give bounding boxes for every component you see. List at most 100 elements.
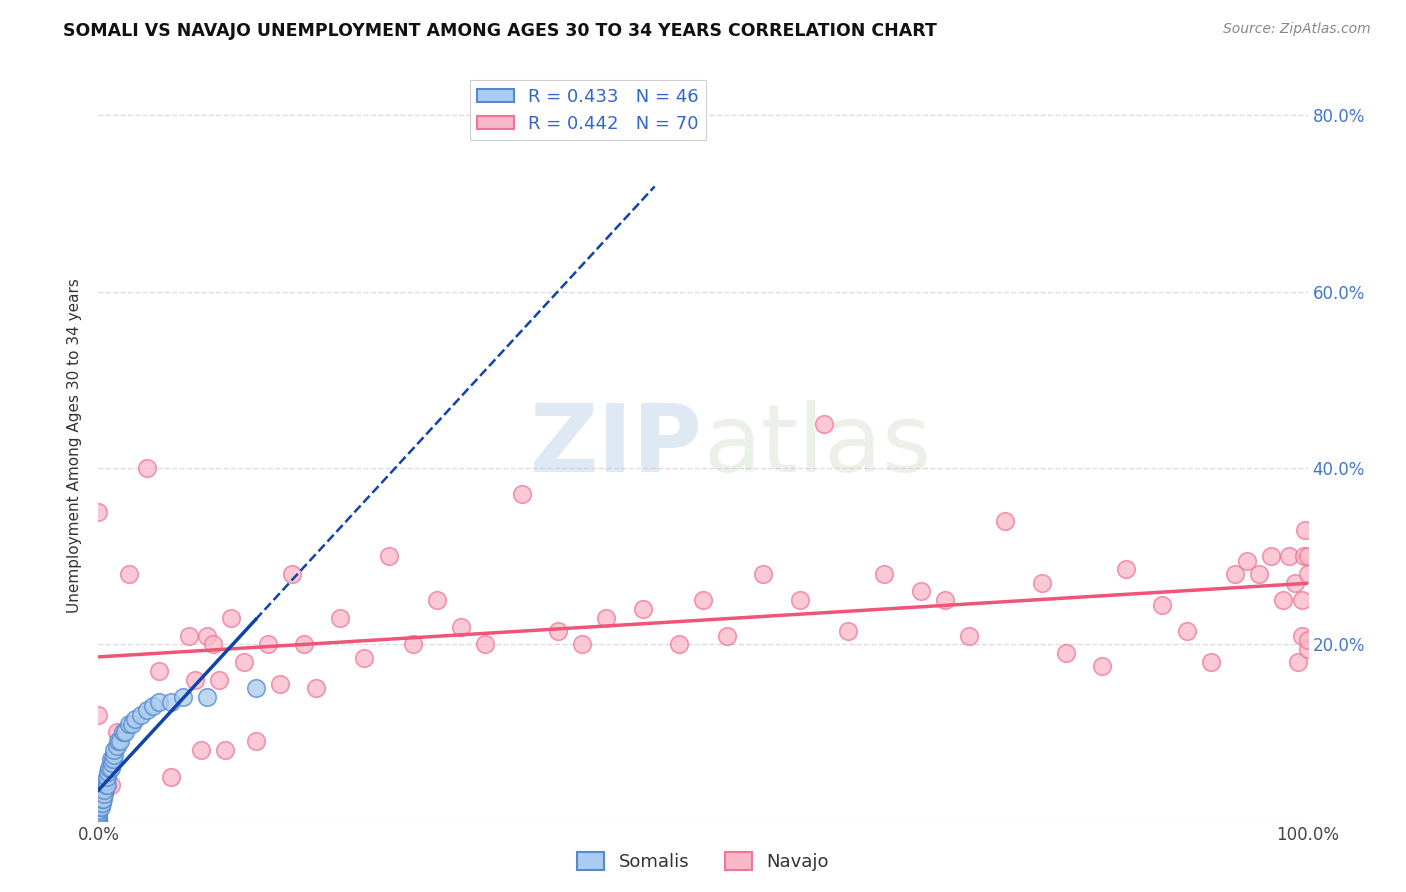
Point — [135, 703, 157, 717]
Point — [90, 800, 112, 814]
Point — [100, 761, 122, 775]
Point — [87, 806, 110, 821]
Point — [121, 716, 143, 731]
Point — [1284, 575, 1306, 590]
Point — [256, 637, 278, 651]
Point — [94, 774, 117, 789]
Point — [208, 673, 231, 687]
Point — [1249, 566, 1271, 581]
Point — [118, 716, 141, 731]
Point — [100, 756, 122, 771]
Text: SOMALI VS NAVAJO UNEMPLOYMENT AMONG AGES 30 TO 34 YEARS CORRELATION CHART: SOMALI VS NAVAJO UNEMPLOYMENT AMONG AGES… — [63, 22, 938, 40]
Point — [87, 803, 110, 817]
Point — [129, 707, 152, 722]
Point — [91, 791, 114, 805]
Point — [631, 602, 654, 616]
Point — [160, 770, 183, 784]
Point — [752, 566, 775, 581]
Point — [91, 791, 114, 805]
Point — [1236, 553, 1258, 567]
Point — [910, 584, 932, 599]
Point — [994, 514, 1017, 528]
Point — [1272, 593, 1295, 607]
Point — [1291, 628, 1313, 642]
Point — [100, 778, 122, 792]
Point — [195, 628, 218, 642]
Point — [105, 725, 128, 739]
Point — [105, 739, 128, 753]
Point — [232, 655, 254, 669]
Legend: Somalis, Navajo: Somalis, Navajo — [569, 845, 837, 879]
Point — [305, 681, 328, 696]
Point — [148, 664, 170, 678]
Text: ZIP: ZIP — [530, 400, 703, 492]
Point — [1091, 659, 1114, 673]
Point — [87, 707, 110, 722]
Point — [1223, 566, 1246, 581]
Point — [87, 809, 110, 823]
Point — [957, 628, 980, 642]
Point — [1296, 632, 1319, 647]
Point — [97, 765, 120, 780]
Point — [179, 628, 201, 642]
Point — [108, 734, 131, 748]
Point — [111, 725, 134, 739]
Point — [87, 800, 110, 814]
Point — [1291, 593, 1313, 607]
Point — [426, 593, 449, 607]
Point — [1199, 655, 1222, 669]
Point — [87, 797, 110, 812]
Point — [87, 814, 110, 828]
Point — [269, 677, 291, 691]
Point — [87, 505, 110, 519]
Legend: R = 0.433   N = 46, R = 0.442   N = 70: R = 0.433 N = 46, R = 0.442 N = 70 — [470, 80, 706, 140]
Point — [100, 752, 122, 766]
Point — [142, 699, 165, 714]
Point — [510, 487, 533, 501]
Point — [474, 637, 496, 651]
Point — [101, 752, 124, 766]
Point — [87, 814, 110, 828]
Point — [692, 593, 714, 607]
Point — [1296, 641, 1319, 656]
Point — [87, 796, 110, 810]
Point — [87, 814, 110, 828]
Point — [214, 743, 236, 757]
Point — [353, 650, 375, 665]
Point — [87, 814, 110, 828]
Point — [668, 637, 690, 651]
Point — [98, 761, 121, 775]
Point — [96, 778, 118, 792]
Point — [1054, 646, 1077, 660]
Point — [1152, 598, 1174, 612]
Point — [148, 695, 170, 709]
Point — [595, 611, 617, 625]
Point — [1115, 562, 1137, 576]
Text: atlas: atlas — [703, 400, 931, 492]
Point — [1294, 523, 1316, 537]
Point — [96, 770, 118, 784]
Y-axis label: Unemployment Among Ages 30 to 34 years: Unemployment Among Ages 30 to 34 years — [67, 278, 83, 614]
Point — [87, 805, 110, 819]
Point — [934, 593, 956, 607]
Point — [1286, 655, 1309, 669]
Text: Source: ZipAtlas.com: Source: ZipAtlas.com — [1223, 22, 1371, 37]
Point — [93, 787, 115, 801]
Point — [329, 611, 352, 625]
Point — [1260, 549, 1282, 564]
Point — [377, 549, 399, 564]
Point — [813, 417, 835, 431]
Point — [450, 620, 472, 634]
Point — [547, 624, 569, 639]
Point — [184, 673, 207, 687]
Point — [292, 637, 315, 651]
Point — [94, 778, 117, 792]
Point — [103, 743, 125, 757]
Point — [103, 747, 125, 762]
Point — [160, 695, 183, 709]
Point — [107, 734, 129, 748]
Point — [281, 566, 304, 581]
Point — [87, 814, 110, 828]
Point — [873, 566, 896, 581]
Point — [1175, 624, 1198, 639]
